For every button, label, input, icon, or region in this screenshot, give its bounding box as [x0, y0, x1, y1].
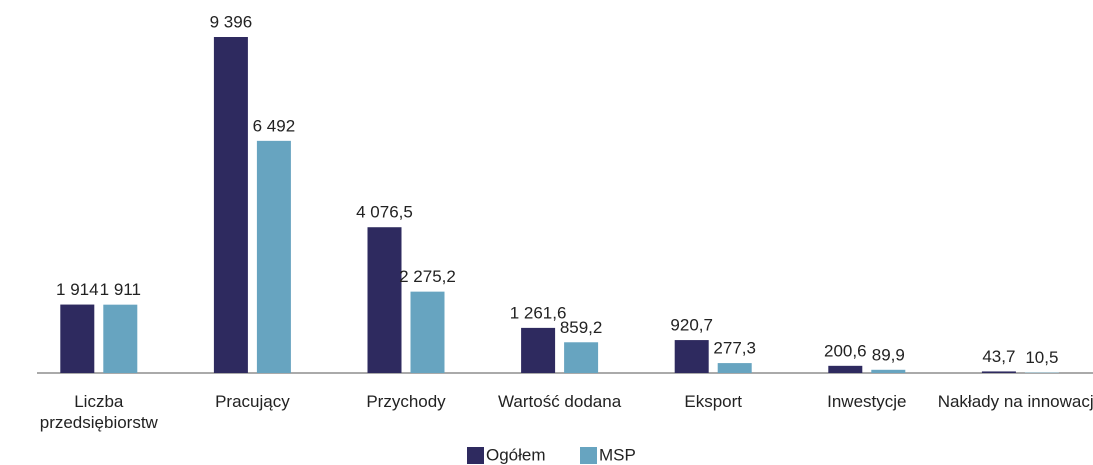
bar [256, 140, 291, 373]
legend-label: MSP [599, 445, 636, 464]
bar [564, 342, 599, 373]
data-label: 4 076,5 [356, 203, 413, 222]
data-label: 6 492 [253, 116, 296, 135]
x-tick-label: Pracujący [215, 392, 290, 411]
legend-label: Ogółem [486, 445, 546, 464]
bar [60, 304, 95, 373]
data-label: 1 261,6 [510, 303, 567, 322]
bar [367, 227, 402, 373]
data-label: 200,6 [824, 341, 867, 360]
bar [213, 37, 248, 373]
legend-swatch [467, 447, 484, 464]
bar [828, 365, 863, 373]
data-label: 1 914 [56, 280, 99, 299]
x-tick-label: Liczba przedsiębiorstw [39, 392, 158, 432]
x-tick-label: Przychody [366, 392, 446, 411]
legend-swatch [580, 447, 597, 464]
data-label: 43,7 [982, 347, 1015, 366]
x-tick-label: Inwestycje [827, 392, 907, 411]
bar [871, 369, 906, 373]
bar [674, 340, 709, 373]
bar [717, 363, 752, 373]
x-tick-label: Nakłady na innowacje [937, 392, 1093, 411]
bar [103, 304, 138, 373]
data-label: 1 911 [100, 280, 141, 299]
x-tick-label: Wartość dodana [498, 392, 622, 411]
data-label: 89,9 [872, 345, 905, 364]
data-label: 2 275,2 [399, 267, 456, 286]
bar [521, 327, 556, 373]
data-label: 277,3 [713, 339, 756, 358]
bar [410, 291, 445, 373]
bar [981, 371, 1016, 373]
data-label: 10,5 [1025, 348, 1058, 367]
data-label: 9 396 [210, 12, 253, 31]
data-label: 859,2 [560, 318, 603, 337]
data-label: 920,7 [670, 316, 713, 335]
x-tick-label: Eksport [684, 392, 742, 411]
